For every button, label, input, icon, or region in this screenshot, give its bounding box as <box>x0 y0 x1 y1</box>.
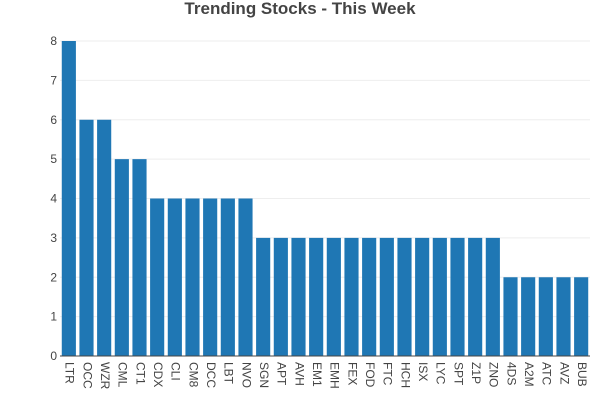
bar-cml[interactable] <box>114 159 129 357</box>
bar-fex[interactable] <box>344 237 359 357</box>
bar-z1p[interactable] <box>468 237 483 357</box>
bar-ct1[interactable] <box>132 159 147 357</box>
bar-isx[interactable] <box>415 237 430 357</box>
bar-atc[interactable] <box>538 277 553 356</box>
bar-cdx[interactable] <box>150 198 165 357</box>
x-tick-label: LTR <box>63 362 77 384</box>
bar-apt[interactable] <box>273 237 288 357</box>
bar-sgn[interactable] <box>256 237 271 357</box>
bar-hch[interactable] <box>397 237 412 357</box>
bar-occ[interactable] <box>79 119 94 356</box>
x-tick-label: A2M <box>522 362 536 387</box>
x-tick-label: AVH <box>292 362 306 386</box>
x-tick-label: WZR <box>98 362 112 390</box>
x-tick-label: CT1 <box>133 362 147 385</box>
bar-cli[interactable] <box>167 198 182 357</box>
x-tick-label: AVZ <box>557 362 571 384</box>
x-tick-label: LYC <box>434 362 448 385</box>
y-tick-label: 8 <box>50 34 57 48</box>
x-tick-label: APT <box>275 362 289 386</box>
bar-nvo[interactable] <box>238 198 253 357</box>
bars-layer <box>61 41 589 357</box>
x-tick-label: ATC <box>540 362 554 385</box>
x-tick-label: ISX <box>416 362 430 381</box>
x-tick-label: EMH <box>328 362 342 389</box>
y-tick-label: 0 <box>50 349 57 363</box>
bar-ltr[interactable] <box>61 41 76 356</box>
x-tick-label: EM1 <box>310 362 324 387</box>
bar-avz[interactable] <box>556 277 571 356</box>
x-tick-label: SGN <box>257 362 271 388</box>
bar-wzr[interactable] <box>97 119 112 356</box>
x-tick-labels: LTR OCC WZR CML CT1 CDX CLI CM8 DCC LBT NVO SGN APT A… <box>63 362 589 390</box>
y-tick-label: 7 <box>50 73 57 87</box>
x-tick-label: OCC <box>80 362 94 389</box>
bar-ftc[interactable] <box>379 237 394 357</box>
x-tick-label: CDX <box>151 362 165 387</box>
bar-avh[interactable] <box>291 237 306 357</box>
y-tick-labels: 0 1 2 3 4 5 6 7 8 <box>50 34 57 363</box>
bar-lbt[interactable] <box>220 198 235 357</box>
chart-title: Trending Stocks - This Week <box>184 0 416 18</box>
bar-a2m[interactable] <box>521 277 536 356</box>
y-tick-label: 5 <box>50 152 57 166</box>
x-tick-label: SPT <box>451 362 465 386</box>
x-tick-label: 4DS <box>504 362 518 385</box>
y-tick-label: 6 <box>50 113 57 127</box>
x-tick-label: FTC <box>381 362 395 386</box>
bar-zno[interactable] <box>485 237 500 357</box>
bar-spt[interactable] <box>450 237 465 357</box>
bar-fod[interactable] <box>362 237 377 357</box>
y-tick-label: 2 <box>50 270 57 284</box>
x-tick-label: CM8 <box>186 362 200 388</box>
x-tick-label: FEX <box>345 362 359 385</box>
y-tick-label: 1 <box>50 310 57 324</box>
x-tick-label: CLI <box>169 362 183 381</box>
x-tick-label: DCC <box>204 362 218 388</box>
y-tick-label: 3 <box>50 231 57 245</box>
bar-em1[interactable] <box>309 237 324 357</box>
y-tick-label: 4 <box>50 192 57 206</box>
bar-cm8[interactable] <box>185 198 200 357</box>
x-tick-label: LBT <box>222 362 236 385</box>
x-tick-label: HCH <box>398 362 412 388</box>
x-tick-label: CML <box>116 362 130 388</box>
bar-emh[interactable] <box>326 237 341 357</box>
bar-4ds[interactable] <box>503 277 518 356</box>
x-tick-label: Z1P <box>469 362 483 384</box>
bar-bub[interactable] <box>574 277 589 356</box>
grid-layer <box>60 40 590 318</box>
bar-dcc[interactable] <box>203 198 218 357</box>
x-tick-label: ZNO <box>487 362 501 387</box>
x-tick-label: BUB <box>575 362 589 387</box>
x-tick-label: NVO <box>239 362 253 388</box>
x-tick-label: FOD <box>363 362 377 388</box>
bar-lyc[interactable] <box>432 237 447 357</box>
